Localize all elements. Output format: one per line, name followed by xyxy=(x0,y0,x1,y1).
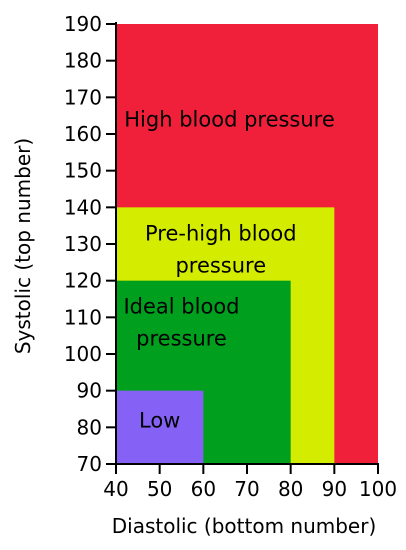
y-tick-label: 180 xyxy=(64,49,102,73)
y-tick-label: 100 xyxy=(64,342,102,366)
region-label-ideal-blood-pressure: Ideal blood xyxy=(123,295,239,319)
x-tick-label: 100 xyxy=(359,477,397,501)
y-axis-label: Systolic (top number) xyxy=(11,138,35,354)
x-tick-label: 50 xyxy=(147,477,172,501)
x-axis-label: Diastolic (bottom number) xyxy=(112,514,377,538)
y-tick-label: 140 xyxy=(64,195,102,219)
x-axis-ticks: 40 50 60 70 80 90 100 xyxy=(103,464,397,501)
region-label-pre-high-blood-pressure: Pre-high blood xyxy=(145,221,297,245)
x-tick-label: 60 xyxy=(191,477,216,501)
x-tick-label: 90 xyxy=(322,477,347,501)
y-tick-label: 130 xyxy=(64,232,102,256)
region-label-high-blood-pressure: High blood pressure xyxy=(124,108,335,132)
y-tick-label: 170 xyxy=(64,85,102,109)
y-tick-label: 120 xyxy=(64,269,102,293)
y-tick-label: 90 xyxy=(77,379,102,403)
y-tick-label: 110 xyxy=(64,305,102,329)
x-tick-label: 80 xyxy=(278,477,303,501)
x-tick-label: 70 xyxy=(234,477,259,501)
chart-regions xyxy=(116,24,378,465)
region-low xyxy=(116,390,204,464)
y-tick-label: 150 xyxy=(64,159,102,183)
x-tick-label: 40 xyxy=(103,477,128,501)
y-tick-label: 160 xyxy=(64,122,102,146)
region-label-low: Low xyxy=(139,408,180,432)
region-label-pre-high-blood-pressure: pressure xyxy=(175,253,266,277)
region-labels: High blood pressure Pre-high blood pressur… xyxy=(123,108,334,433)
y-axis-ticks: 70 80 90 100 110 120 130 140 150 160 170 180 190 xyxy=(64,12,116,476)
y-tick-label: 70 xyxy=(77,452,102,476)
y-tick-label: 80 xyxy=(77,415,102,439)
region-label-ideal-blood-pressure: pressure xyxy=(136,327,227,351)
y-tick-label: 190 xyxy=(64,12,102,36)
